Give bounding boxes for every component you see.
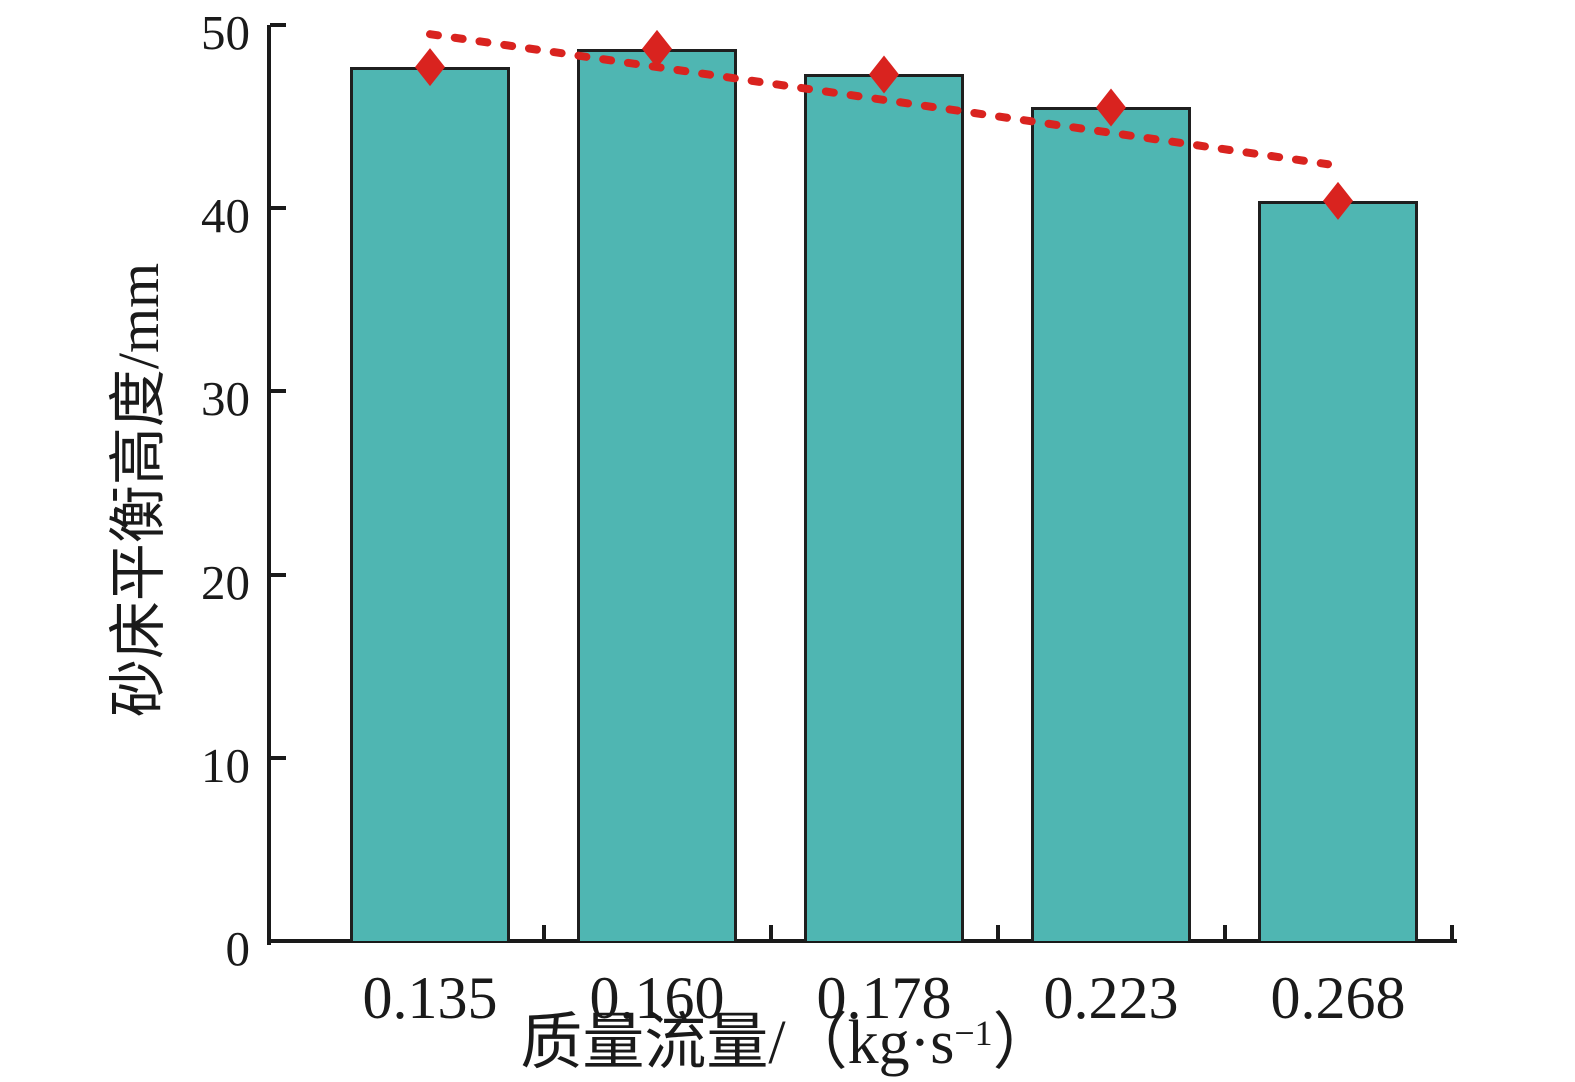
x-tick-label: 0.135 xyxy=(362,965,498,1031)
y-tick-label: 10 xyxy=(201,737,250,793)
y-tick-label: 0 xyxy=(225,921,251,976)
x-axis-line xyxy=(267,939,1457,943)
x-tick-label: 0.178 xyxy=(816,965,952,1031)
y-axis-tick xyxy=(270,572,286,577)
bar xyxy=(350,67,510,941)
x-tick-label: 0.268 xyxy=(1270,965,1406,1031)
x-tick-label: 0.160 xyxy=(589,965,725,1031)
y-axis-tick xyxy=(270,389,286,394)
y-axis-tick xyxy=(270,23,286,27)
bar xyxy=(804,74,964,941)
y-tick-label: 40 xyxy=(201,188,250,244)
x-axis-tick xyxy=(1222,925,1227,941)
y-tick-label: 50 xyxy=(201,5,250,60)
y-axis-line xyxy=(267,25,271,945)
x-axis-tick xyxy=(995,925,1000,941)
bar xyxy=(1258,200,1418,941)
x-axis-tick xyxy=(541,925,546,941)
y-axis-title: 砂床平衡高度/mm xyxy=(106,262,171,718)
y-axis-tick xyxy=(270,755,286,760)
x-axis-title-text: 质量流量/（kg·s xyxy=(520,1009,955,1077)
x-tick-label: 0.223 xyxy=(1043,965,1179,1031)
y-axis-tick xyxy=(270,939,286,943)
y-tick-label: 20 xyxy=(201,554,250,610)
x-axis-tick xyxy=(1449,925,1454,941)
bar xyxy=(1031,107,1191,941)
x-axis-title-exponent: −1 xyxy=(954,1013,993,1053)
x-axis-tick xyxy=(768,925,773,941)
y-axis-tick xyxy=(270,206,286,211)
x-axis-title-close: ） xyxy=(992,1009,1055,1077)
x-axis-title: 质量流量/（kg·s−1） xyxy=(0,1012,1575,1074)
y-tick-label: 30 xyxy=(201,371,250,427)
bar xyxy=(577,48,737,941)
